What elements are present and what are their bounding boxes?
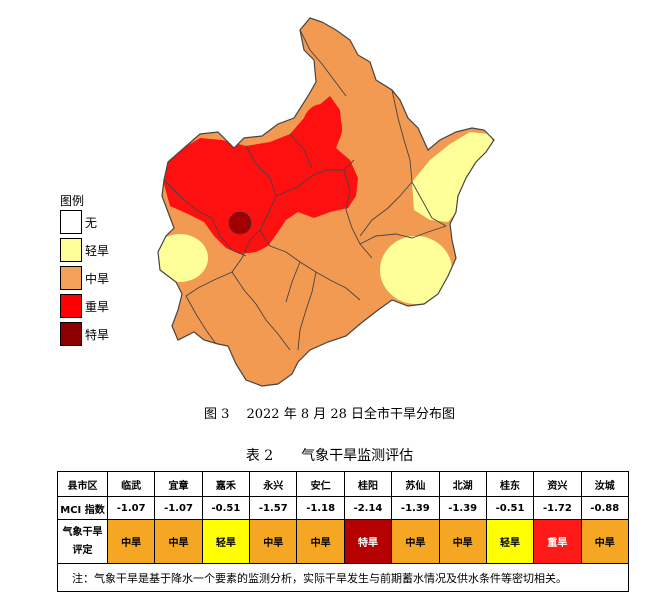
legend-label: 轻旱 [85, 243, 110, 258]
table-note: 注：气象干旱是基于降水一个要素的监测分析，实际干旱发生与前期蓄水情况及供水条件等… [57, 563, 629, 592]
drought-evaluation-table: 县市区 临武 宜章 嘉禾 永兴 安仁 桂阳 苏仙 北湖 桂东 资兴 汝城 MCI… [57, 471, 630, 592]
light-zone-east [412, 132, 494, 222]
mci-value: -1.39 [438, 496, 487, 520]
legend-title: 图例 [60, 194, 85, 208]
mci-value: -0.88 [580, 496, 630, 520]
level-value: 中旱 [296, 519, 345, 564]
legend-label: 重旱 [85, 299, 110, 314]
level-value: 中旱 [106, 519, 156, 564]
county-name: 资兴 [533, 471, 582, 497]
mci-value: -1.07 [106, 496, 156, 520]
legend-item-moderate: 中旱 [60, 265, 120, 291]
table-header-row: 县市区 临武 宜章 嘉禾 永兴 安仁 桂阳 苏仙 北湖 桂东 资兴 汝城 [57, 471, 630, 497]
county-name: 汝城 [580, 471, 630, 497]
legend-item-none: 无 [60, 209, 120, 235]
mci-value: -1.72 [533, 496, 582, 520]
severe-zone-north [302, 104, 342, 152]
legend-swatch [60, 322, 82, 346]
legend-swatch [60, 266, 82, 290]
extreme-zone [228, 211, 252, 235]
county-name: 宜章 [154, 471, 203, 497]
legend-item-extreme: 特旱 [60, 321, 120, 347]
light-zone-west [158, 234, 208, 282]
legend-swatch [60, 294, 82, 318]
county-name: 临武 [106, 471, 156, 497]
level-value: 重旱 [533, 519, 582, 564]
county-name: 安仁 [296, 471, 345, 497]
legend-label: 无 [85, 215, 98, 230]
legend-item-severe: 重旱 [60, 293, 120, 319]
level-value: 轻旱 [485, 519, 535, 564]
county-name: 苏仙 [391, 471, 440, 497]
drought-map [157, 17, 495, 387]
level-value: 中旱 [249, 519, 298, 564]
legend-swatch [60, 238, 82, 262]
level-value: 中旱 [438, 519, 487, 564]
legend-item-light: 轻旱 [60, 237, 120, 263]
legend-swatch [60, 210, 82, 234]
level-value: 中旱 [391, 519, 440, 564]
header-label: 县市区 [57, 471, 108, 497]
figure-caption: 图 3 2022 年 8 月 28 日全市干旱分布图 [203, 407, 456, 422]
mci-value: -0.51 [485, 496, 535, 520]
mci-value: -1.39 [391, 496, 440, 520]
table-title: 表 2 气象干旱监测评估 [245, 448, 414, 464]
mci-value: -1.18 [296, 496, 345, 520]
table-note-row: 注：气象干旱是基于降水一个要素的监测分析，实际干旱发生与前期蓄水情况及供水条件等… [57, 563, 629, 592]
mci-value: -2.14 [343, 496, 393, 520]
county-boundaries [163, 29, 447, 351]
level-value: 中旱 [154, 519, 203, 564]
level-value: 特旱 [343, 519, 393, 564]
mci-value: -1.07 [154, 496, 203, 520]
mci-label: MCI 指数 [57, 496, 108, 520]
county-name: 北湖 [438, 471, 487, 497]
light-zone-southeast [380, 236, 452, 304]
level-value: 轻旱 [201, 519, 251, 564]
legend-label: 中旱 [85, 271, 110, 286]
map-legend: 图例 无 轻旱 中旱 重旱 特旱 [60, 194, 120, 349]
county-name: 嘉禾 [201, 471, 251, 497]
county-name: 桂阳 [343, 471, 393, 497]
county-name: 永兴 [249, 471, 298, 497]
table-mci-row: MCI 指数 -1.07 -1.07 -0.51 -1.57 -1.18 -2.… [57, 496, 630, 520]
level-label: 气象干旱评定 [57, 519, 108, 564]
county-name: 桂东 [485, 471, 535, 497]
table-level-row: 气象干旱评定 中旱 中旱 轻旱 中旱 中旱 特旱 中旱 中旱 轻旱 重旱 中旱 [57, 519, 630, 564]
mci-value: -0.51 [201, 496, 251, 520]
mci-value: -1.57 [249, 496, 298, 520]
level-value: 中旱 [580, 519, 630, 564]
legend-label: 特旱 [85, 327, 110, 342]
